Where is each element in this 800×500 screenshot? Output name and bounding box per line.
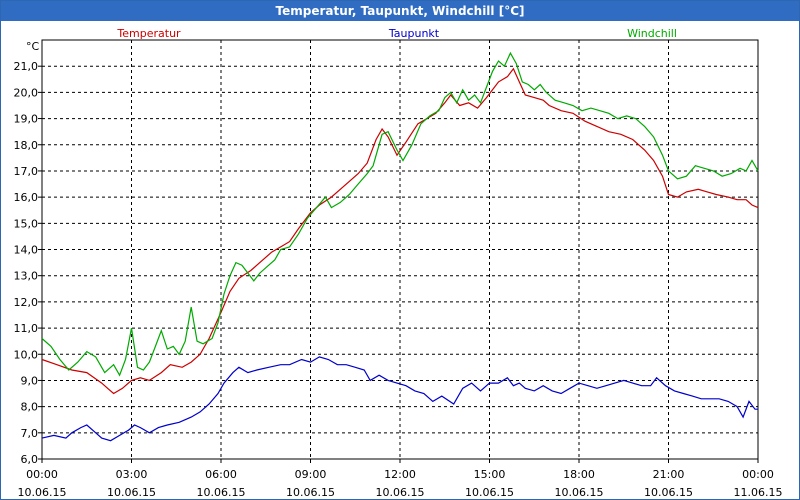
x-tick-label-date: 10.06.15	[286, 486, 335, 499]
series-line-temperatur	[41, 67, 759, 395]
window-title: Temperatur, Taupunkt, Windchill [°C]	[1, 1, 799, 21]
x-tick-label-date: 10.06.15	[555, 486, 604, 499]
chart-canvas: 6,0 7,0 8,0 9,0 10,0 11,0 12,0 13,0 14,0 15,0 16,0…	[14, 27, 783, 499]
y-tick-label: 12,0	[14, 296, 39, 309]
y-tick-label: 16,0	[14, 191, 39, 204]
y-tick-label: 13,0	[14, 270, 39, 283]
x-tick-label-date: 10.06.15	[18, 486, 67, 499]
y-tick-label: 20,0	[14, 86, 39, 99]
legend-item-windchill: Windchill	[627, 27, 677, 40]
x-tick-label-time: 00:00	[26, 468, 58, 481]
x-tick-label-time: 06:00	[205, 468, 237, 481]
x-tick-label-time: 00:00	[742, 468, 774, 481]
x-tick-label-time: 03:00	[116, 468, 148, 481]
x-tick-label-date: 10.06.15	[197, 486, 246, 499]
x-tick-label-date: 10.06.15	[644, 486, 693, 499]
y-tick-label: 6,0	[21, 453, 39, 466]
y-tick-label: 9,0	[21, 374, 39, 387]
y-tick-label: 17,0	[14, 165, 39, 178]
series-line-taupunkt	[41, 356, 758, 442]
y-tick-label: 11,0	[14, 322, 39, 335]
axes: 6,0 7,0 8,0 9,0 10,0 11,0 12,0 13,0 14,0 15,0 16,0…	[14, 40, 783, 499]
x-tick-label-date: 11.06.15	[734, 486, 783, 499]
grid	[41, 39, 759, 460]
legend: Temperatur Taupunkt Windchill	[116, 27, 677, 40]
x-tick-label-date: 10.06.15	[107, 486, 156, 499]
series-line-windchill	[41, 51, 759, 377]
y-tick-label: 8,0	[21, 401, 39, 414]
x-tick-label-time: 09:00	[295, 468, 327, 481]
y-tick-label: 19,0	[14, 113, 39, 126]
series-lines	[41, 51, 759, 442]
x-tick-label-time: 21:00	[653, 468, 685, 481]
x-tick-label-date: 10.06.15	[376, 486, 425, 499]
x-tick-label-time: 15:00	[474, 468, 506, 481]
x-tick-label-time: 18:00	[563, 468, 595, 481]
y-axis-unit: °C	[26, 40, 40, 53]
y-tick-label: 14,0	[14, 244, 39, 257]
legend-item-taupunkt: Taupunkt	[388, 27, 440, 40]
x-tick-label-time: 12:00	[384, 468, 416, 481]
y-tick-label: 21,0	[14, 60, 39, 73]
y-tick-label: 18,0	[14, 139, 39, 152]
legend-item-temperatur: Temperatur	[116, 27, 181, 40]
y-tick-label: 7,0	[21, 427, 39, 440]
y-tick-label: 10,0	[14, 348, 39, 361]
x-tick-label-date: 10.06.15	[465, 486, 514, 499]
y-tick-label: 15,0	[14, 217, 39, 230]
